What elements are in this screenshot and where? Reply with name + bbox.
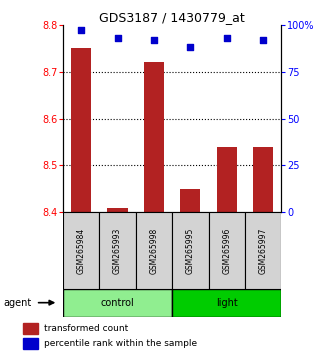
Text: GSM265998: GSM265998: [149, 227, 159, 274]
Text: light: light: [216, 298, 238, 308]
Bar: [245, 212, 281, 289]
Bar: [108, 208, 127, 212]
Bar: [217, 147, 237, 212]
Bar: [144, 62, 164, 212]
Text: GSM265993: GSM265993: [113, 227, 122, 274]
Point: [151, 37, 157, 42]
Text: GSM265984: GSM265984: [76, 227, 86, 274]
Bar: [23, 338, 38, 349]
Point: [115, 35, 120, 41]
Text: percentile rank within the sample: percentile rank within the sample: [44, 339, 197, 348]
Point: [188, 45, 193, 50]
Bar: [63, 212, 99, 289]
Text: transformed count: transformed count: [44, 324, 128, 333]
Bar: [23, 324, 38, 334]
Point: [224, 35, 229, 41]
Bar: [71, 48, 91, 212]
Bar: [136, 212, 172, 289]
Text: GSM265997: GSM265997: [259, 227, 268, 274]
Bar: [209, 212, 245, 289]
Bar: [99, 212, 136, 289]
Bar: [63, 289, 172, 317]
Bar: [180, 189, 200, 212]
Bar: [172, 289, 281, 317]
Point: [260, 37, 266, 42]
Text: control: control: [101, 298, 134, 308]
Point: [78, 28, 84, 33]
Title: GDS3187 / 1430779_at: GDS3187 / 1430779_at: [99, 11, 245, 24]
Bar: [253, 147, 273, 212]
Text: GSM265996: GSM265996: [222, 227, 231, 274]
Text: agent: agent: [3, 298, 31, 308]
Bar: [172, 212, 209, 289]
Text: GSM265995: GSM265995: [186, 227, 195, 274]
